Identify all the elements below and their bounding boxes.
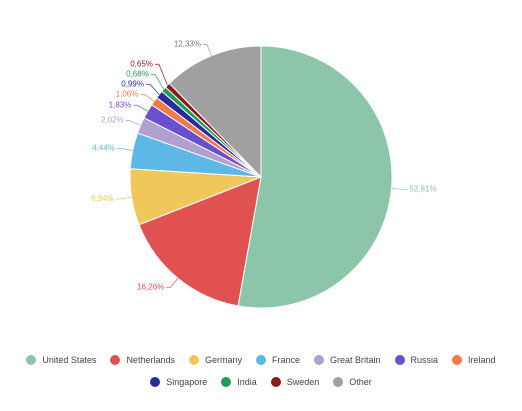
- legend-swatch: [452, 355, 463, 365]
- legend-item[interactable]: Germany: [188, 354, 242, 366]
- legend-item[interactable]: Singapore: [150, 376, 207, 388]
- data-label: 6,94%: [91, 194, 114, 203]
- data-label: 1,83%: [109, 100, 132, 109]
- pie-slice: [168, 45, 262, 179]
- leader-line: [125, 120, 141, 126]
- leader-line: [116, 147, 133, 152]
- data-label: 52,81%: [409, 185, 436, 194]
- leader-line: [154, 63, 168, 86]
- legend-item[interactable]: United States: [26, 354, 96, 366]
- legend-label: United States: [42, 355, 97, 365]
- leader-line: [145, 83, 160, 95]
- leader-line: [133, 104, 148, 112]
- legend-label: India: [237, 377, 257, 387]
- legend-swatch: [255, 355, 266, 365]
- legend-swatch: [314, 355, 324, 365]
- legend-swatch: [26, 355, 37, 365]
- legend-swatch: [333, 377, 344, 387]
- legend-item[interactable]: Sweden: [270, 376, 320, 388]
- legend-swatch: [150, 377, 161, 387]
- data-label: 0,68%: [126, 69, 149, 78]
- chart: 52,81% 16,26% 6,94% 4,44% 2,02% 1,83% 1,06%0,9…: [91, 40, 437, 309]
- leader-line: [150, 73, 165, 90]
- legend-swatch: [188, 355, 199, 365]
- legend-item[interactable]: Netherlands: [110, 354, 175, 366]
- leader-line: [166, 278, 179, 288]
- data-label: 12,33%: [174, 40, 201, 49]
- legend-item[interactable]: Other: [333, 376, 372, 388]
- legend-label: France: [271, 355, 300, 365]
- legend-label: Sweden: [286, 377, 320, 387]
- legend-swatch: [394, 355, 405, 365]
- legend-label: Germany: [204, 355, 242, 365]
- legend-swatch: [110, 355, 121, 365]
- data-label: 4,44%: [92, 143, 115, 152]
- data-label: 1,06%: [116, 89, 139, 98]
- data-label: 0,99%: [121, 79, 144, 88]
- leader-line: [140, 93, 155, 102]
- pie-slice: [138, 176, 262, 307]
- data-label: 0,65%: [130, 59, 153, 68]
- legend-label: Singapore: [166, 377, 208, 387]
- legend-item[interactable]: Ireland: [452, 354, 496, 366]
- leader-line: [115, 196, 132, 200]
- leader-line: [202, 44, 212, 56]
- legend-item[interactable]: Russia: [394, 354, 439, 366]
- legend-item[interactable]: Great Britain: [314, 354, 381, 366]
- legend-item[interactable]: France: [255, 354, 300, 366]
- legend-label: Netherlands: [126, 355, 175, 365]
- legend: United States Netherlands Germany France Gre…: [11, 354, 511, 388]
- data-label: 2,02%: [101, 116, 124, 125]
- legend-label: Ireland: [468, 355, 496, 365]
- legend-label: Other: [349, 377, 372, 387]
- legend-label: Great Britain: [330, 355, 381, 365]
- legend-item[interactable]: India: [221, 376, 257, 388]
- leader-line: [391, 188, 408, 190]
- legend-swatch: [221, 377, 232, 387]
- data-label: 16,26%: [137, 283, 164, 292]
- legend-swatch: [270, 377, 281, 387]
- legend-label: Russia: [410, 355, 439, 365]
